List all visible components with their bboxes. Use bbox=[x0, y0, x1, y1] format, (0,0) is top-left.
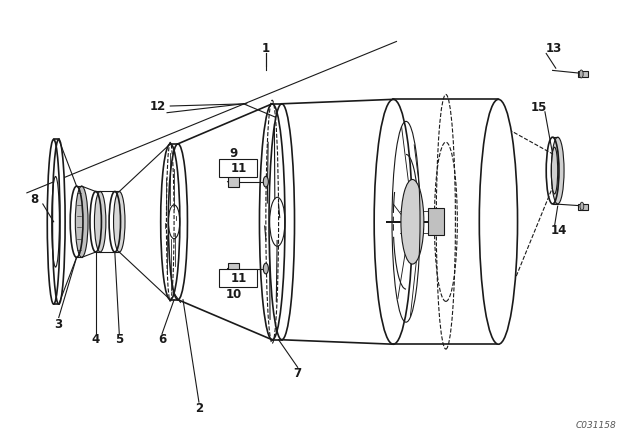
Bar bbox=[428, 208, 444, 235]
Ellipse shape bbox=[76, 186, 88, 258]
Text: 15: 15 bbox=[531, 101, 547, 114]
Ellipse shape bbox=[113, 191, 125, 252]
FancyBboxPatch shape bbox=[220, 269, 257, 287]
Ellipse shape bbox=[263, 263, 268, 274]
Ellipse shape bbox=[479, 99, 518, 344]
Bar bbox=[578, 71, 588, 77]
Ellipse shape bbox=[95, 191, 106, 252]
Text: 10: 10 bbox=[226, 288, 242, 301]
Text: 4: 4 bbox=[92, 333, 100, 346]
Ellipse shape bbox=[579, 70, 583, 78]
Text: 6: 6 bbox=[158, 333, 166, 346]
Bar bbox=[228, 263, 239, 274]
Ellipse shape bbox=[269, 104, 294, 340]
Text: 7: 7 bbox=[294, 366, 301, 379]
FancyBboxPatch shape bbox=[220, 159, 257, 177]
Ellipse shape bbox=[52, 139, 65, 304]
Bar bbox=[578, 204, 588, 210]
Text: 1: 1 bbox=[262, 42, 270, 55]
Text: 8: 8 bbox=[30, 193, 38, 206]
Ellipse shape bbox=[580, 202, 584, 210]
Text: 11: 11 bbox=[230, 162, 246, 175]
Text: 3: 3 bbox=[54, 318, 63, 331]
Ellipse shape bbox=[551, 137, 564, 204]
Text: 5: 5 bbox=[115, 333, 124, 346]
Ellipse shape bbox=[401, 180, 424, 264]
Ellipse shape bbox=[168, 144, 188, 300]
Ellipse shape bbox=[263, 177, 268, 187]
Text: C031158: C031158 bbox=[575, 421, 616, 430]
Text: 2: 2 bbox=[195, 402, 203, 415]
Text: 12: 12 bbox=[149, 99, 166, 112]
Text: 13: 13 bbox=[546, 42, 562, 55]
Text: 9: 9 bbox=[230, 147, 238, 160]
Bar bbox=[228, 177, 239, 187]
Text: 14: 14 bbox=[551, 224, 567, 237]
Text: 11: 11 bbox=[230, 272, 246, 285]
